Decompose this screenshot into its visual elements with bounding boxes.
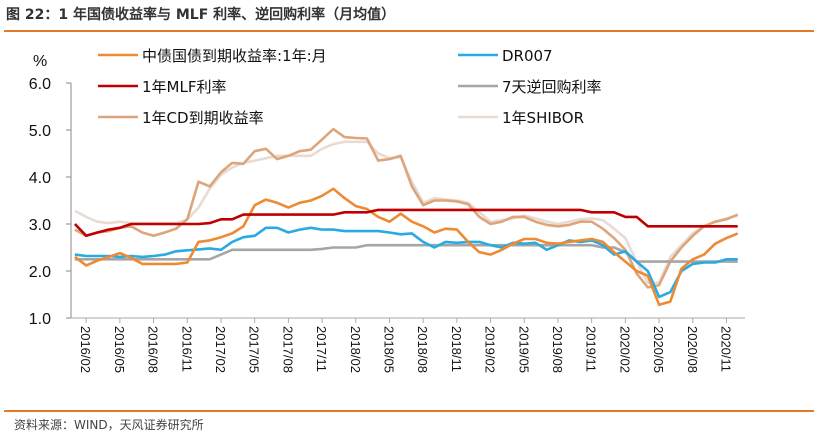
x-tick-label: 2018/02 — [348, 326, 363, 373]
y-tick-label: 6.0 — [29, 76, 51, 93]
x-tick-label: 2017/05 — [247, 326, 262, 373]
x-tick-label: 2017/02 — [213, 326, 228, 373]
source-divider — [4, 410, 814, 412]
x-tick-label: 2020/02 — [617, 326, 632, 373]
x-tick-label: 2020/05 — [651, 326, 666, 373]
y-axis: % 1.0 2.0 3.0 4.0 5.0 6.0 — [29, 53, 72, 328]
series-line-3 — [74, 243, 738, 263]
x-tick-label: 2020/08 — [685, 326, 700, 373]
x-tick-label: 2018/08 — [415, 326, 430, 373]
series-lines — [73, 127, 739, 307]
series-line-1 — [74, 226, 738, 299]
x-tick-label: 2018/11 — [449, 326, 464, 372]
x-tick-label: 2016/02 — [78, 326, 93, 373]
y-tick-label: 1.0 — [29, 311, 51, 328]
title-divider — [4, 30, 814, 32]
y-tick-label: 4.0 — [29, 170, 51, 187]
y-tick-label: 5.0 — [29, 123, 51, 140]
x-tick-label: 2018/05 — [381, 326, 396, 373]
legend-label: 中债国债到期收益率:1年:月 — [142, 47, 327, 65]
x-axis: 2016/02 2016/05 2016/08 2016/11 2017/02 2017/… — [71, 317, 745, 373]
legend-label: 1年MLF利率 — [142, 78, 226, 96]
y-tick-label: 2.0 — [29, 264, 51, 281]
x-tick-label: 2020/11 — [718, 326, 733, 372]
x-tick-label: 2019/02 — [483, 326, 498, 373]
legend-label: 1年CD到期收益率 — [142, 109, 264, 127]
x-tick-label: 2016/05 — [112, 326, 127, 373]
source-note: 资料来源：WIND，天风证券研究所 — [14, 418, 204, 432]
x-tick-label: 2019/05 — [516, 326, 531, 373]
x-tick-label: 2016/11 — [179, 326, 194, 372]
series-line-0 — [74, 187, 739, 307]
legend-label: DR007 — [502, 47, 553, 65]
legend-label: 1年SHIBOR — [502, 109, 584, 127]
x-tick-label: 2017/11 — [314, 326, 329, 372]
y-axis-unit: % — [33, 53, 47, 70]
x-tick-label: 2016/08 — [146, 326, 161, 373]
x-tick-label: 2017/08 — [280, 326, 295, 373]
figure-title: 图 22：1 年国债收益率与 MLF 利率、逆回购利率（月均值） — [6, 7, 396, 23]
legend: 中债国债到期收益率:1年:月 DR007 1年MLF利率 7天逆回购利率 1年CD到期收… — [98, 47, 602, 127]
series-line-2 — [73, 208, 738, 238]
legend-label: 7天逆回购利率 — [502, 78, 602, 96]
x-tick-label: 2019/11 — [584, 326, 599, 372]
y-tick-label: 3.0 — [29, 217, 51, 234]
x-tick-label: 2019/08 — [550, 326, 565, 373]
